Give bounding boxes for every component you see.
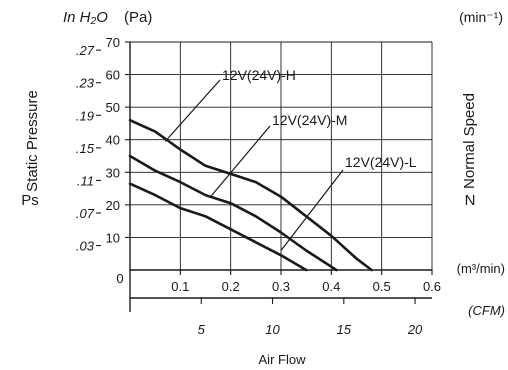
y-tick-label: 10: [106, 230, 120, 245]
x-tick-label: 0.3: [272, 279, 290, 294]
axis-labels: 0.1 0.2 0.3 0.4 0.5 0.6 0 5 10 15 20 10 20 30 40 50 60 70…: [21, 9, 505, 367]
x-tick-label: 0.5: [373, 279, 391, 294]
y-tick-label: 70: [106, 35, 120, 50]
y-axis-symbol: Ps: [21, 192, 39, 209]
cfm-tick-label: 15: [337, 322, 352, 337]
cfm-tick-label: 20: [407, 322, 423, 337]
y-tick-label: 60: [106, 68, 120, 83]
y-secondary-tick-label: .03: [76, 239, 95, 254]
y2-unit-label: (min⁻¹): [459, 9, 503, 25]
y-secondary-unit-label: In H₂O: [63, 9, 108, 26]
performance-curves: [128, 79, 373, 272]
x-tick-label: 0.1: [171, 279, 189, 294]
y-secondary-tick-label: .07: [76, 206, 95, 221]
series-label: 12V(24V)-M: [272, 112, 347, 128]
series-leader-line: [164, 79, 221, 142]
x-tick-label: 0.4: [322, 279, 340, 294]
y-tick-label: 50: [106, 100, 120, 115]
cfm-tick-label: 10: [265, 322, 280, 337]
y-secondary-tick-label: .23: [76, 76, 95, 91]
x-tick-label: 0.6: [423, 279, 441, 294]
x-tick-label: 0.2: [222, 279, 240, 294]
series-leader-line: [210, 125, 271, 198]
series-label: 12V(24V)-L: [345, 154, 417, 170]
series-line: [128, 118, 373, 272]
y-secondary-tick-label: .19: [76, 108, 94, 123]
series-leader-line: [280, 169, 344, 251]
series-line: [128, 182, 308, 272]
y-tick-label: 20: [106, 198, 120, 213]
y-secondary-tick-label: .27: [76, 43, 95, 58]
y-axis-title: Static Pressure: [24, 90, 41, 192]
y-secondary-tick-label: .15: [76, 141, 95, 156]
cfm-tick-label: 5: [198, 322, 206, 337]
x-secondary-unit-label: (CFM): [468, 303, 505, 318]
x-axis-title: Air Flow: [259, 352, 307, 367]
gridlines: [130, 41, 433, 270]
x-unit-label: (m³/min): [457, 261, 505, 276]
series-label: 12V(24V)-H: [222, 67, 296, 83]
y2-axis-symbol: N: [465, 192, 476, 209]
y-tick-label: 30: [106, 165, 120, 180]
y-tick-label: 40: [106, 133, 120, 148]
origin-label: 0: [116, 271, 123, 286]
series-line: [128, 154, 338, 272]
y2-axis-title: Normal Speed: [461, 93, 478, 189]
y-unit-label: (Pa): [124, 9, 152, 26]
y-secondary-tick-label: .11: [77, 173, 94, 188]
